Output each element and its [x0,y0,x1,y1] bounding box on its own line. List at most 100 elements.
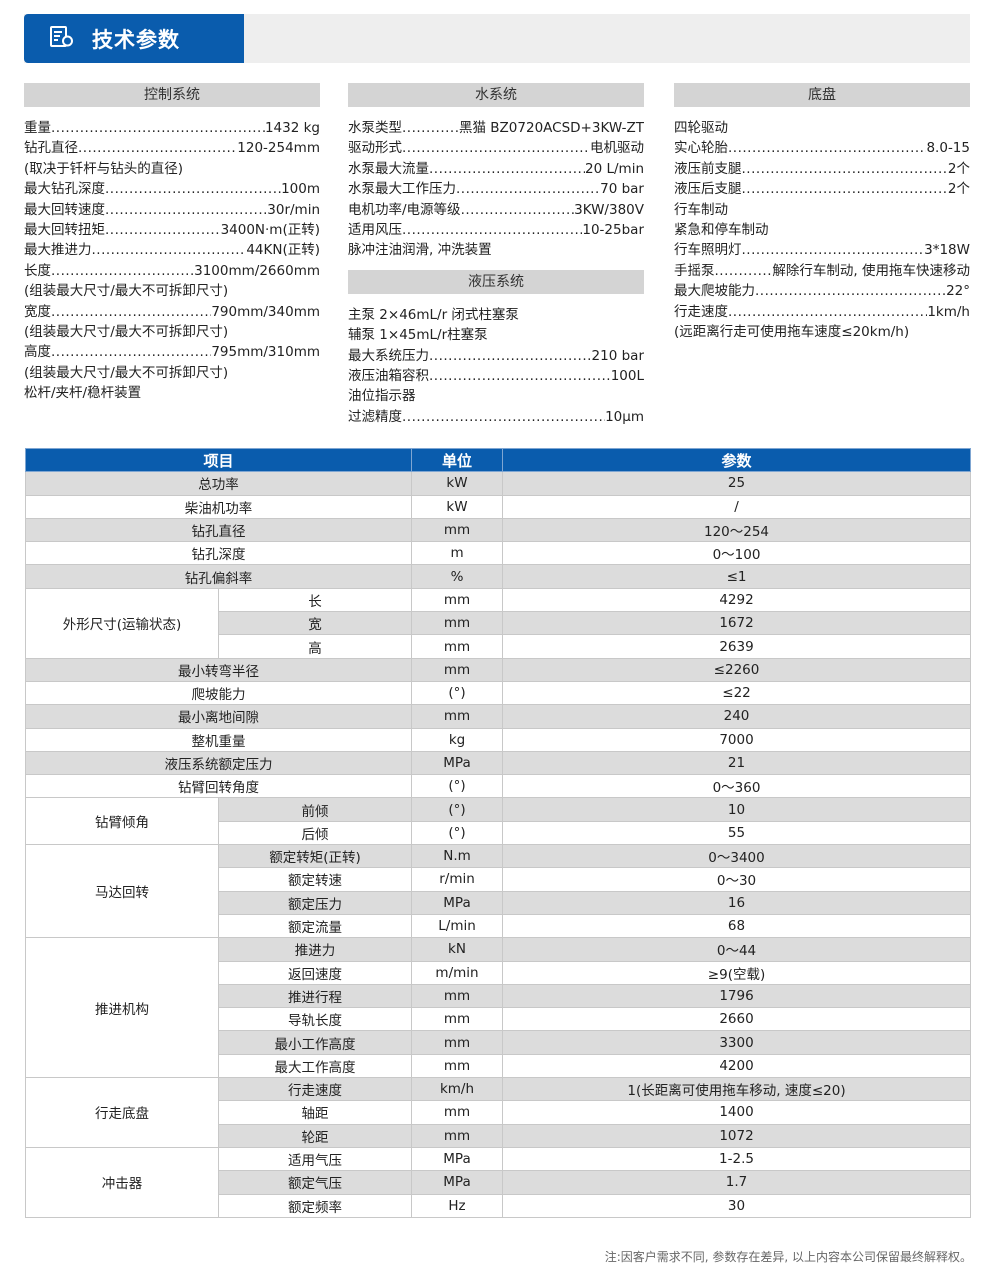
unit-cell: % [411,564,504,589]
unit-cell: N.m [411,844,504,869]
item-cell: 柴油机功率 [24,494,413,519]
table-row: 高 mm 2639 [26,634,972,659]
value-cell: ≤2260 [502,657,972,682]
spec-value: 3100mm/2660mm [194,262,320,279]
spec-value: 2个 [947,181,970,198]
spec-line: 实心轮胎 8.0-15 [674,138,970,158]
value-cell: 25 [502,471,972,496]
section-header: 水系统 [348,83,644,107]
sub-item: 最大工作高度 [217,1053,413,1079]
dot-leader [402,407,605,427]
unit-cell: MPa [411,1146,504,1172]
spec-label: 液压前支腿 [674,160,742,177]
spec-line: 行走速度 1km/h [674,302,970,322]
spec-label: (组装最大尺寸/最大不可拆卸尺寸) [24,364,229,381]
dot-leader [92,240,247,260]
section-header: 液压系统 [348,269,644,294]
spec-line: 水泵类型 黑猫 BZ0720ACSD+3KW-ZT [348,118,644,138]
document-gear-icon [50,25,74,52]
spec-value: 120-254mm [237,140,320,157]
banner-title-block: 技术参数 [24,14,244,63]
table-row: 最大工作高度 mm 4200 [26,1053,972,1079]
sub-item: 推进力 [217,937,413,962]
spec-label: 长度 [24,262,51,279]
spec-value: 10μm [605,408,644,425]
spec-line: 重量 1432 kg [24,118,320,138]
table-row: 总功率 kW 25 [24,471,972,496]
dot-leader [429,346,592,366]
dot-leader [728,138,926,158]
spec-line: 最大回转扭矩 3400N·m(正转) [24,220,320,240]
table-row: 冲击器 适用气压 MPa 1-2.5 [25,1146,972,1218]
spec-label: 最大推进力 [24,242,92,259]
sub-item: 额定转速 [217,867,413,892]
table-row: 额定转速 r/min 0～30 [26,867,972,892]
table-row: 整机重量 kg 7000 [24,727,972,752]
unit-cell: mm [411,657,504,682]
sub-item: 前倾 [217,797,413,822]
sub-item: 宽 [217,611,413,636]
spec-label: 脉冲注油润滑, 冲洗装置 [348,242,492,259]
value-cell: 16 [502,890,972,915]
unit-cell: mm [411,983,504,1009]
spec-label: 水泵最大流量 [348,160,429,177]
spec-label: 适用风压 [348,221,402,238]
sub-item: 后倾 [217,820,413,846]
spec-label: 最大系统压力 [348,347,429,364]
spec-label: 行车制动 [674,201,728,218]
table-row: 宽 mm 1672 [26,611,972,636]
spec-label: 实心轮胎 [674,140,728,157]
spec-label: 行走速度 [674,303,728,320]
spec-line: (远距离行走可使用拖车速度≤20km/h) [674,322,970,342]
table-row: 额定流量 L/min 68 [26,913,972,939]
spec-line: 水泵最大流量 20 L/min [348,159,644,179]
unit-cell: (°) [411,680,504,706]
spec-label: 主泵 2×46mL/r 闭式柱塞泵 [348,306,519,323]
spec-label: 松杆/夹杆/稳杆装置 [24,385,142,402]
sub-item: 轴距 [217,1100,413,1125]
unit-cell: mm [411,517,504,543]
group-label: 冲击器 [25,1146,219,1218]
value-cell: 0～100 [502,541,972,566]
unit-cell: mm [411,1123,504,1148]
dot-leader [461,200,575,220]
group-label: 马达回转 [25,844,219,939]
sub-item: 返回速度 [217,960,413,985]
table-row: 额定频率 Hz 30 [26,1193,972,1218]
dot-leader [105,179,281,199]
table-row: 额定气压 MPa 1.7 [26,1170,972,1195]
table-row: 推进行程 mm 1796 [26,983,972,1009]
header-item: 项目 [24,447,413,473]
value-cell: 4200 [502,1053,972,1079]
spec-value: 100L [610,367,644,384]
unit-cell: mm [411,1100,504,1125]
table-row: 最小工作高度 mm 3300 [26,1030,972,1055]
spec-value: 电机驱动 [590,140,644,157]
spec-value: 20 L/min [585,160,644,177]
spec-value: 795mm/310mm [211,344,320,361]
table-row: 导轨长度 mm 2660 [26,1007,972,1032]
spec-label: 行车照明灯 [674,242,742,259]
spec-label: 水泵最大工作压力 [348,181,456,198]
sub-item: 最小工作高度 [217,1030,413,1055]
sub-item: 额定转矩(正转) [217,844,413,869]
spec-value: 3400N·m(正转) [220,221,320,238]
value-cell: 0～44 [502,937,972,962]
spec-line: (组装最大尺寸/最大不可拆卸尺寸) [24,281,320,301]
section-header: 底盘 [674,83,970,107]
spec-value: 22° [946,283,970,300]
item-cell: 最小转弯半径 [24,657,413,682]
spec-value: 100m [281,181,320,198]
sub-item: 额定频率 [217,1193,413,1218]
spec-label: 最大爬坡能力 [674,283,755,300]
unit-cell: (°) [411,820,504,846]
unit-cell: m/min [411,960,504,985]
spec-label: 最大回转扭矩 [24,221,105,238]
spec-label: 手摇泵 [674,262,715,279]
spec-line: 行车制动 [674,200,970,220]
sub-item: 额定流量 [217,913,413,939]
table-row: 钻臂倾角 前倾 (°) 10 [25,797,972,846]
dot-leader [51,118,265,138]
group-label: 钻臂倾角 [25,797,219,846]
spec-line: 脉冲注油润滑, 冲洗装置 [348,240,644,260]
